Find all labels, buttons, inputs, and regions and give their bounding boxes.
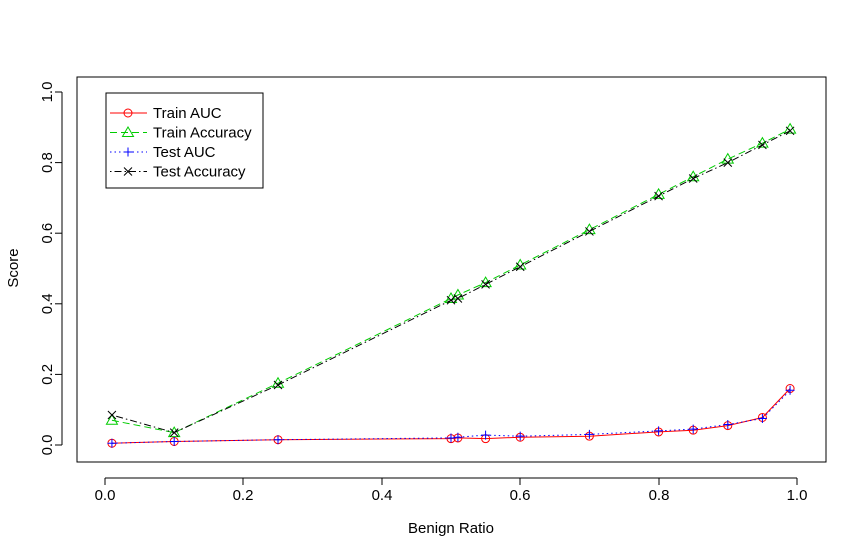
data-point-test-accuracy <box>688 174 698 183</box>
data-point-test-auc <box>273 435 283 445</box>
data-point-test-accuracy <box>515 262 525 272</box>
y-tick-label: 0.2 <box>39 364 56 385</box>
data-point-train-accuracy <box>513 258 527 270</box>
data-point-test-accuracy <box>446 295 456 305</box>
data-point-test-auc <box>169 436 179 446</box>
y-tick-label: 0.4 <box>39 293 56 314</box>
x-tick-label: 0.8 <box>649 487 670 504</box>
data-point-train-accuracy <box>686 170 700 182</box>
x-tick-label: 0.0 <box>95 487 116 504</box>
legend-entry-test-accuracy: Test Accuracy <box>110 164 246 181</box>
plot-frame <box>76 76 827 463</box>
data-point-test-accuracy <box>453 294 463 303</box>
legend-label: Train Accuracy <box>153 125 252 142</box>
y-tick-label: 0.8 <box>39 152 56 173</box>
data-point-train-accuracy <box>756 136 769 148</box>
data-point-test-auc <box>481 430 491 440</box>
data-point-test-auc <box>584 429 594 439</box>
legend-label: Test Accuracy <box>153 164 246 181</box>
legend-label: Test AUC <box>153 144 216 161</box>
x-axis-title: Benign Ratio <box>408 520 494 537</box>
legend: Train AUC Train Accuracy Test AUC Test Accu… <box>105 92 264 189</box>
legend-box <box>105 92 264 189</box>
data-point-test-auc <box>723 420 733 430</box>
x-tick-label: 0.2 <box>233 487 254 504</box>
data-point-test-accuracy <box>585 227 594 236</box>
legend-entry-test-auc: Test AUC <box>110 144 216 161</box>
x-tick-label: 1.0 <box>787 487 808 504</box>
legend-entry-train-auc: Train AUC <box>110 105 222 122</box>
data-point-train-accuracy <box>271 376 285 388</box>
axes: 0.0 0.2 0.4 0.6 0.8 1.0 0.0 0.2 0.4 0.6 … <box>5 82 807 537</box>
data-point-test-auc <box>688 424 698 434</box>
legend-marker <box>123 147 133 157</box>
data-point-test-accuracy <box>273 380 283 390</box>
legend-marker <box>123 108 133 118</box>
data-point-test-auc <box>757 414 767 424</box>
y-tick-group: 0.0 0.2 0.4 0.6 0.8 1.0 <box>39 82 62 456</box>
data-point-test-accuracy <box>169 428 179 437</box>
data-point-test-accuracy <box>481 280 490 289</box>
y-tick-label: 1.0 <box>39 82 56 103</box>
y-tick-label: 0.6 <box>39 223 56 244</box>
data-point-train-accuracy <box>652 187 665 199</box>
y-tick-label: 0.0 <box>39 435 56 456</box>
legend-entries: Train AUC Train Accuracy Test AUC Test Accu… <box>110 105 252 181</box>
legend-marker <box>121 126 135 137</box>
series-layer <box>105 122 797 448</box>
data-point-train-accuracy <box>721 152 735 164</box>
data-point-test-auc <box>515 431 525 441</box>
data-point-test-auc <box>654 426 664 436</box>
series-line-train-accuracy <box>111 128 791 434</box>
data-point-test-accuracy <box>785 126 795 136</box>
series-test-accuracy <box>107 126 795 437</box>
data-point-train-accuracy <box>105 413 119 425</box>
legend-marker <box>123 167 133 176</box>
series-test-auc <box>107 385 795 448</box>
data-point-train-accuracy <box>783 122 797 134</box>
data-point-test-accuracy <box>654 191 663 201</box>
y-axis-title: Score <box>5 248 22 287</box>
x-tick-label: 0.4 <box>372 487 393 504</box>
data-point-test-auc <box>785 385 795 395</box>
data-point-test-auc <box>107 438 117 448</box>
legend-entry-train-accuracy: Train Accuracy <box>110 125 252 142</box>
data-point-test-accuracy <box>758 140 767 150</box>
legend-label: Train AUC <box>153 105 222 122</box>
data-point-test-auc <box>453 432 463 442</box>
data-point-test-accuracy <box>723 158 733 167</box>
data-point-test-accuracy <box>107 410 117 420</box>
data-point-train-accuracy <box>167 426 181 438</box>
data-point-test-auc <box>446 433 456 443</box>
x-tick-label: 0.6 <box>510 487 531 504</box>
x-tick-group: 0.0 0.2 0.4 0.6 0.8 1.0 <box>95 478 808 504</box>
